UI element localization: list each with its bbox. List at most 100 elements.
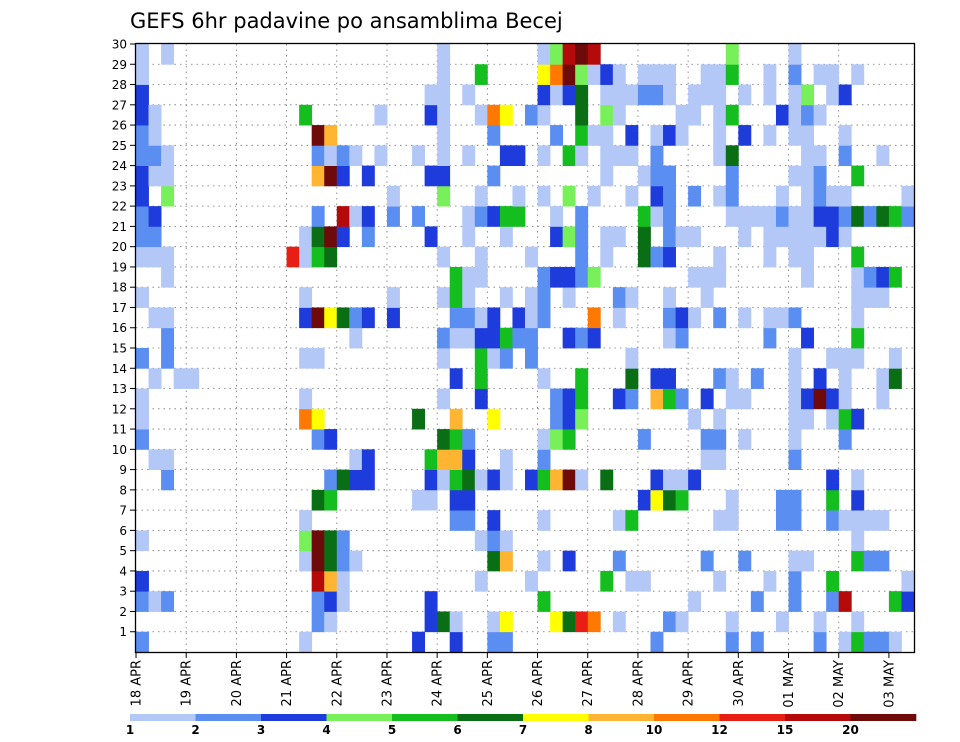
x-tick-label: 20 APR: [230, 660, 245, 706]
heat-cell: [612, 104, 626, 126]
y-tick-label: 13: [112, 382, 127, 396]
heat-cell: [612, 287, 626, 308]
heat-cell: [311, 145, 325, 166]
y-tick-label: 1: [119, 625, 127, 639]
heat-cell: [838, 145, 852, 166]
heat-cell: [499, 104, 513, 126]
y-tick-label: 2: [119, 605, 127, 619]
heat-cell: [499, 287, 513, 308]
heat-cell: [813, 165, 827, 187]
heat-cell: [462, 429, 476, 450]
heat-cell: [424, 611, 438, 633]
heat-cell: [311, 429, 325, 450]
heat-cell: [876, 145, 890, 166]
heat-cell: [788, 550, 802, 572]
heat-cell: [663, 368, 676, 389]
heat-cell: [575, 84, 589, 106]
heat-cell: [311, 489, 325, 511]
heat-cell: [688, 185, 702, 207]
heat-cell: [299, 246, 313, 268]
heat-cell: [612, 510, 626, 531]
heat-cell: [487, 348, 501, 369]
y-axis: 1234567891011121314151617181920212223242…: [112, 38, 136, 639]
heat-cell: [838, 206, 852, 227]
heat-cell: [161, 327, 175, 349]
heat-cell: [725, 611, 739, 633]
heat-cell: [525, 327, 538, 349]
y-tick-label: 15: [112, 342, 127, 356]
heat-cell: [550, 388, 564, 410]
heat-cell: [136, 388, 149, 410]
heat-cell: [487, 510, 501, 531]
heat-cell: [650, 185, 664, 207]
heat-cell: [700, 266, 714, 288]
heat-cell: [688, 469, 702, 491]
heat-cell: [487, 530, 501, 552]
heat-cell: [161, 449, 175, 470]
legend-label: 1: [126, 723, 134, 737]
heat-cell: [487, 611, 501, 633]
heat-cell: [700, 64, 714, 85]
heat-cell: [675, 226, 689, 248]
heat-cell: [688, 226, 702, 248]
heat-cell: [851, 469, 865, 491]
heat-cell: [788, 429, 802, 450]
heat-cell: [600, 84, 614, 106]
legend-swatch: [392, 714, 458, 721]
heat-cell: [575, 206, 589, 227]
heat-cell: [499, 206, 513, 227]
heat-cell: [449, 489, 463, 511]
heat-cell: [575, 266, 589, 288]
heat-cell: [449, 307, 463, 329]
heat-cell: [148, 368, 162, 389]
heat-cell: [801, 408, 815, 430]
heat-cell: [650, 631, 664, 653]
heat-cell: [700, 550, 714, 572]
heat-cell: [324, 570, 338, 592]
heat-cell: [675, 469, 689, 491]
heat-cell: [688, 84, 702, 106]
heat-cell: [550, 64, 564, 85]
heat-cell: [161, 469, 175, 491]
heat-cell: [161, 145, 175, 166]
heat-cell: [336, 530, 350, 552]
heat-cell: [525, 570, 538, 592]
heat-cell: [525, 307, 538, 329]
heat-cell: [499, 348, 513, 369]
x-tick-label: 23 APR: [380, 660, 395, 706]
heat-cell: [136, 530, 149, 552]
heat-cell: [763, 327, 777, 349]
heat-cell: [575, 226, 589, 248]
heat-cell: [525, 246, 538, 268]
heat-cell: [713, 266, 727, 288]
heat-cell: [612, 611, 626, 633]
heat-cell: [449, 611, 463, 633]
heat-cell: [474, 388, 488, 410]
heat-cell: [136, 185, 149, 207]
heat-cell: [788, 165, 802, 187]
heat-cell: [562, 226, 576, 248]
heat-cell: [474, 307, 488, 329]
heat-cell: [813, 388, 827, 410]
heat-cell: [612, 388, 626, 410]
heat-cell: [449, 327, 463, 349]
heat-cell: [550, 611, 564, 633]
heat-cell: [650, 368, 664, 389]
y-tick-label: 11: [112, 423, 127, 437]
heat-cell: [637, 246, 651, 268]
heat-cell: [161, 307, 175, 329]
heat-cell: [299, 104, 313, 126]
heat-cell: [361, 165, 375, 187]
heat-cell: [424, 449, 438, 470]
heat-cell: [763, 226, 777, 248]
heat-cell: [650, 206, 664, 227]
heat-cell: [575, 125, 589, 146]
heat-cell: [449, 266, 463, 288]
heat-cell: [587, 125, 601, 146]
heat-cell: [801, 246, 815, 268]
heat-cell: [349, 307, 363, 329]
y-tick-label: 22: [112, 200, 127, 214]
heat-cell: [838, 125, 852, 146]
heat-cell: [838, 631, 852, 653]
heat-cell: [625, 348, 639, 369]
